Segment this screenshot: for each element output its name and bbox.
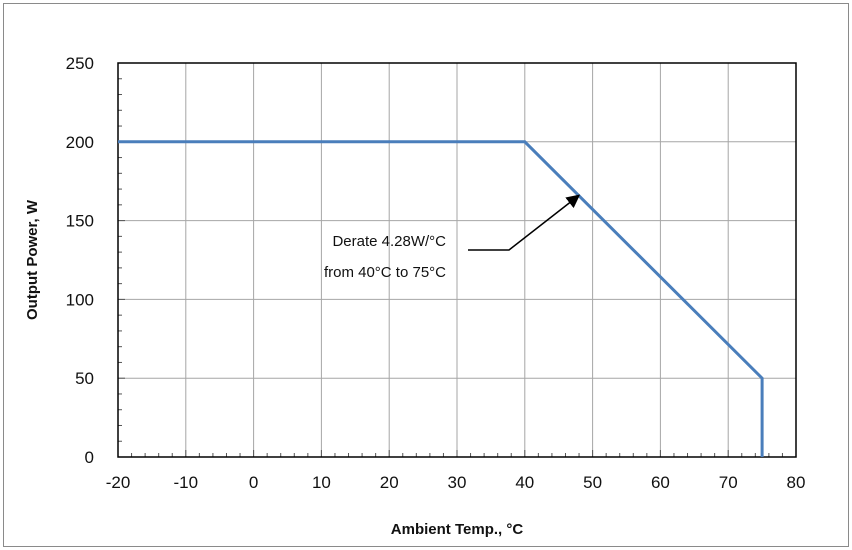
x-axis-tick-labels: -20 -10 0 10 20 30 40 50 60 70 80 bbox=[106, 473, 806, 492]
x-tick-label: 40 bbox=[515, 473, 534, 492]
derate-annotation: Derate 4.28W/°C from 40°C to 75°C bbox=[324, 194, 581, 281]
x-tick-label: 60 bbox=[651, 473, 670, 492]
x-axis-title: Ambient Temp., °C bbox=[391, 521, 524, 538]
x-tick-label: 50 bbox=[583, 473, 602, 492]
x-tick-label: 70 bbox=[719, 473, 738, 492]
annotation-arrow bbox=[468, 194, 581, 251]
y-tick-label: 250 bbox=[66, 54, 94, 73]
x-tick-label: 80 bbox=[787, 473, 806, 492]
x-tick-label: 0 bbox=[249, 473, 258, 492]
x-tick-label: -20 bbox=[106, 473, 131, 492]
plot-area-frame bbox=[117, 62, 797, 458]
y-tick-label: 150 bbox=[66, 212, 94, 231]
annotation-line-1: Derate 4.28W/°C bbox=[332, 233, 446, 250]
y-tick-label: 100 bbox=[66, 290, 94, 309]
y-tick-label: 0 bbox=[85, 448, 94, 467]
annotation-line-2: from 40°C to 75°C bbox=[324, 264, 446, 281]
figure-border bbox=[3, 3, 849, 547]
series-layer bbox=[118, 140, 764, 457]
y-tick-label: 50 bbox=[75, 369, 94, 388]
series-line bbox=[118, 140, 764, 457]
x-tick-label: 20 bbox=[380, 473, 399, 492]
y-axis-tick-labels: 0 50 100 150 200 250 bbox=[66, 54, 94, 467]
y-tick-label: 200 bbox=[66, 133, 94, 152]
x-tick-label: 10 bbox=[312, 473, 331, 492]
x-tick-label: -10 bbox=[174, 473, 199, 492]
y-axis-title: Output Power, W bbox=[24, 199, 41, 320]
x-tick-label: 30 bbox=[448, 473, 467, 492]
